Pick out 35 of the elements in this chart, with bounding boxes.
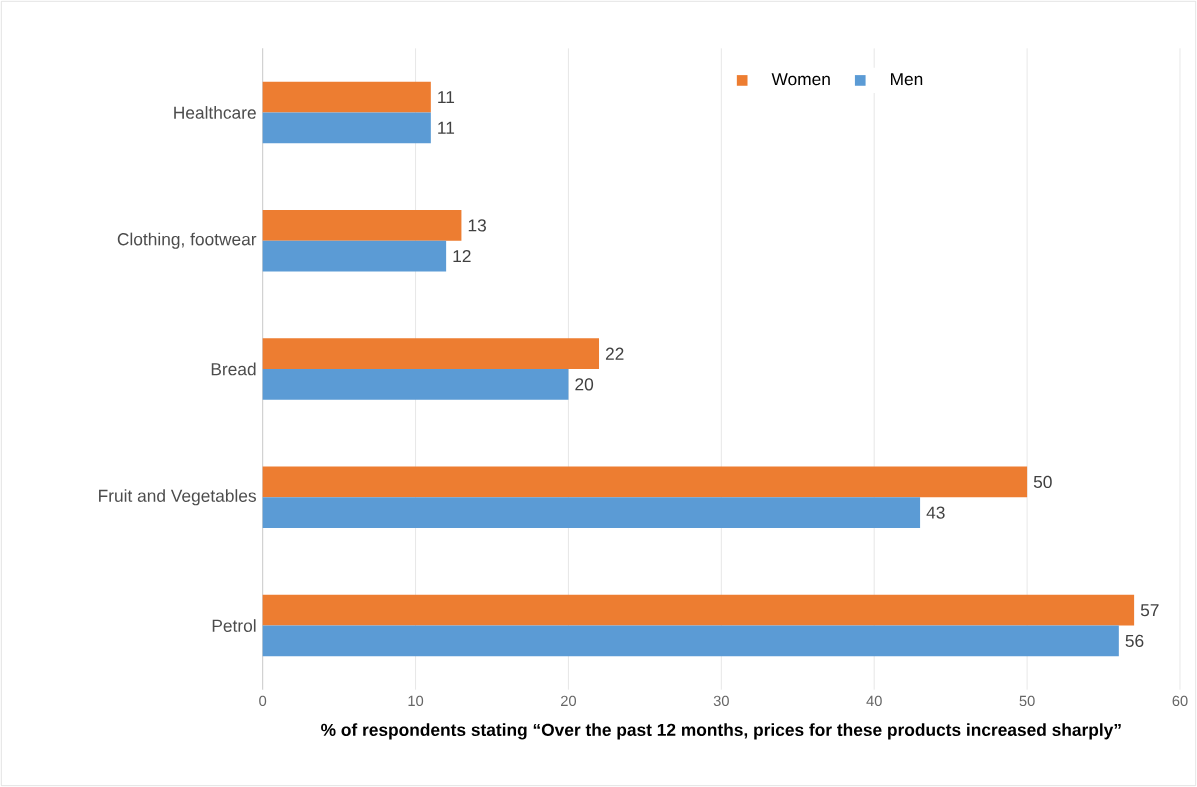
x-tick-label: 60 — [1172, 695, 1188, 707]
data-label: 11 — [438, 121, 455, 134]
bar — [262, 240, 447, 272]
data-label: 13 — [468, 219, 486, 232]
x-tick-label: 10 — [408, 695, 424, 707]
x-tick-label: 20 — [561, 695, 577, 707]
bar — [262, 112, 431, 144]
bar — [262, 594, 1135, 626]
bar — [262, 368, 569, 400]
y-tick-label: Fruit and Vegetables — [99, 489, 256, 506]
x-tick-label: 30 — [713, 695, 729, 707]
bar — [262, 338, 600, 369]
x-tick-label: 40 — [866, 695, 882, 707]
data-label: 12 — [453, 250, 471, 263]
data-label: 57 — [1140, 604, 1159, 617]
bar — [262, 210, 462, 241]
bar — [262, 625, 1119, 657]
x-tick-label: 50 — [1019, 695, 1035, 707]
data-label: 50 — [1033, 475, 1052, 489]
data-label: 22 — [605, 347, 624, 360]
legend-label: Men — [891, 73, 923, 86]
y-tick-label: Healthcare — [174, 106, 256, 119]
data-label: 11 — [438, 91, 455, 104]
bar — [262, 81, 431, 113]
data-label: 43 — [926, 506, 945, 519]
y-tick-label: Bread — [211, 362, 256, 376]
legend-label: Women — [771, 73, 830, 86]
bar — [262, 466, 1028, 498]
y-tick-label: Petrol — [212, 619, 256, 632]
data-label: 20 — [575, 378, 594, 391]
y-tick-label: Clothing, footwear — [117, 232, 257, 249]
x-tick-label: 0 — [259, 695, 267, 707]
x-axis-title: % of respondents stating “Over the past 12 months, prices for these products increased sharply” — [321, 723, 1121, 740]
data-label: 56 — [1125, 634, 1144, 647]
bar — [262, 497, 921, 528]
